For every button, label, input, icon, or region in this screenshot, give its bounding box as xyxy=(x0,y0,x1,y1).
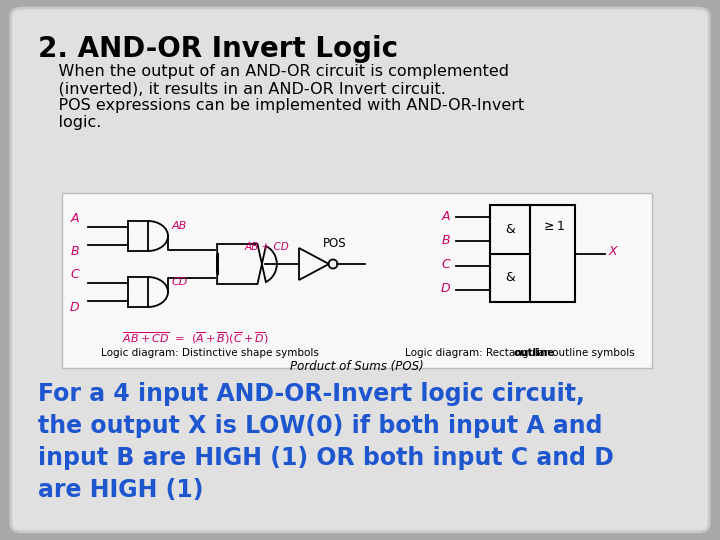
Text: $\geq$1: $\geq$1 xyxy=(541,220,565,233)
Text: AB + CD: AB + CD xyxy=(245,242,289,252)
Text: &: & xyxy=(505,222,515,236)
Text: For a 4 input AND-OR-Invert logic circuit,: For a 4 input AND-OR-Invert logic circui… xyxy=(38,382,585,406)
Text: C: C xyxy=(441,258,450,271)
Text: C: C xyxy=(71,268,79,281)
FancyBboxPatch shape xyxy=(62,193,652,368)
Text: D: D xyxy=(441,282,450,295)
Text: A: A xyxy=(71,212,79,225)
Text: are HIGH (1): are HIGH (1) xyxy=(38,478,204,502)
Text: the output X is LOW(0) if both input A and: the output X is LOW(0) if both input A a… xyxy=(38,414,603,438)
Text: X: X xyxy=(609,245,618,258)
Text: CD: CD xyxy=(172,277,189,287)
Text: Porduct of Sums (POS): Porduct of Sums (POS) xyxy=(290,360,424,373)
Text: Logic diagram: Distinctive shape symbols: Logic diagram: Distinctive shape symbols xyxy=(101,348,319,358)
Text: 2. AND-OR Invert Logic: 2. AND-OR Invert Logic xyxy=(38,35,398,63)
Text: When the output of an AND-OR circuit is complemented: When the output of an AND-OR circuit is … xyxy=(38,64,509,79)
Text: logic.: logic. xyxy=(38,115,102,130)
Text: &: & xyxy=(505,271,515,284)
Text: POS expressions can be implemented with AND-OR-Invert: POS expressions can be implemented with … xyxy=(38,98,524,113)
Text: POS: POS xyxy=(323,237,347,250)
Text: (inverted), it results in an AND-OR Invert circuit.: (inverted), it results in an AND-OR Inve… xyxy=(38,81,446,96)
Text: Logic diagram: Rectangular outline symbols: Logic diagram: Rectangular outline symbo… xyxy=(405,348,635,358)
Bar xyxy=(490,205,575,302)
Text: D: D xyxy=(69,301,79,314)
Text: outline: outline xyxy=(513,348,554,358)
Text: $\overline{AB+CD}$  =  $(\overline{A}+\overline{B})(\overline{C}+\overline{D})$: $\overline{AB+CD}$ = $(\overline{A}+\ove… xyxy=(122,330,269,346)
Text: B: B xyxy=(71,245,79,258)
Text: input B are HIGH (1) OR both input C and D: input B are HIGH (1) OR both input C and… xyxy=(38,446,614,470)
Text: A: A xyxy=(441,210,450,222)
Text: AB: AB xyxy=(172,221,187,231)
Text: B: B xyxy=(441,234,450,247)
